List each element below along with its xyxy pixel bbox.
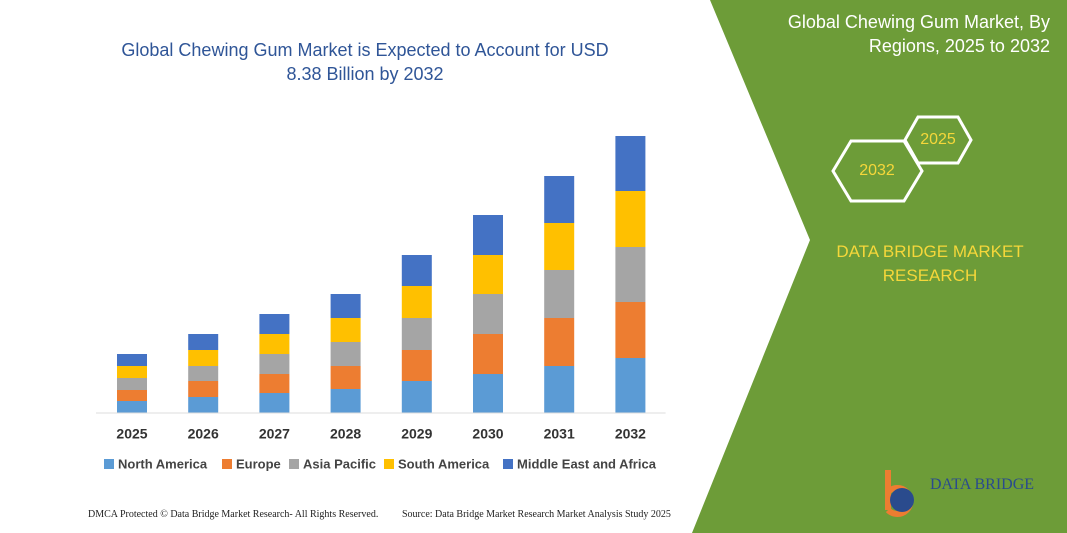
bar-segment: [615, 302, 646, 358]
brand-text: DATA BRIDGE MARKET RESEARCH: [836, 242, 1024, 285]
bar-segment: [188, 350, 219, 366]
bar-segment: [330, 318, 361, 342]
bar-segment: [259, 393, 290, 413]
footer-right: Source: Data Bridge Market Research Mark…: [402, 509, 671, 520]
bar-segment: [473, 334, 503, 374]
x-tick-label: 2032: [615, 426, 646, 442]
bar-segment: [188, 381, 219, 397]
bar-segment: [401, 318, 432, 350]
x-tick-label: 2025: [116, 426, 147, 442]
x-tick-label: 2026: [188, 426, 219, 442]
bar-segment: [544, 270, 575, 318]
x-tick-label: 2027: [259, 426, 290, 442]
bar-segment: [544, 366, 575, 413]
bar-segment: [544, 176, 575, 223]
bar-segment: [117, 366, 147, 378]
bar-segment: [330, 389, 361, 413]
footer-left: DMCA Protected © Data Bridge Market Rese…: [88, 509, 379, 520]
bar-segment: [117, 354, 147, 366]
legend-label: Asia Pacific: [303, 456, 376, 471]
logo-icon: [890, 488, 914, 512]
legend-swatch: [222, 459, 232, 469]
bar-segment: [188, 366, 219, 381]
bar-segment: [117, 378, 147, 390]
legend-swatch: [104, 459, 114, 469]
legend-label: Europe: [236, 456, 281, 471]
legend-label: South America: [398, 456, 490, 471]
legend-label: Middle East and Africa: [517, 456, 657, 471]
bar-segment: [330, 342, 361, 366]
bar-segment: [259, 374, 290, 393]
bar-segment: [188, 397, 219, 413]
bar-segment: [401, 255, 432, 286]
hex-label: 2025: [920, 131, 956, 148]
bar-segment: [615, 136, 646, 191]
bar-segment: [259, 334, 290, 354]
bar-segment: [473, 374, 503, 413]
bar-segment: [117, 401, 147, 413]
legend-label: North America: [118, 456, 208, 471]
bar-segment: [615, 247, 646, 302]
bar-segment: [259, 314, 290, 334]
side-panel: [692, 0, 1067, 533]
bar-segment: [473, 215, 503, 255]
bar-segment: [117, 390, 147, 401]
chart-title: Global Chewing Gum Market is Expected to…: [121, 40, 609, 84]
bar-segment: [401, 286, 432, 318]
bar-segment: [401, 350, 432, 381]
x-tick-label: 2028: [330, 426, 361, 442]
x-tick-label: 2030: [472, 426, 503, 442]
bar-segment: [615, 191, 646, 247]
bar-segment: [330, 366, 361, 389]
hexagon: [831, 139, 924, 203]
hex-label: 2032: [859, 162, 895, 179]
bar-segment: [401, 381, 432, 413]
bar-segment: [544, 318, 575, 366]
bar-segment: [615, 358, 646, 413]
bar-segment: [544, 223, 575, 270]
logo-text: DATA BRIDGE: [930, 476, 1035, 493]
x-tick-label: 2031: [544, 426, 575, 442]
legend-swatch: [503, 459, 513, 469]
panel-title: Global Chewing Gum Market, By Regions, 2…: [787, 12, 1050, 56]
bar-segment: [259, 354, 290, 374]
x-tick-label: 2029: [401, 426, 432, 442]
legend-swatch: [289, 459, 299, 469]
bar-segment: [188, 334, 219, 350]
bar-segment: [330, 294, 361, 318]
bar-segment: [473, 255, 503, 294]
bar-segment: [473, 294, 503, 334]
legend-swatch: [384, 459, 394, 469]
